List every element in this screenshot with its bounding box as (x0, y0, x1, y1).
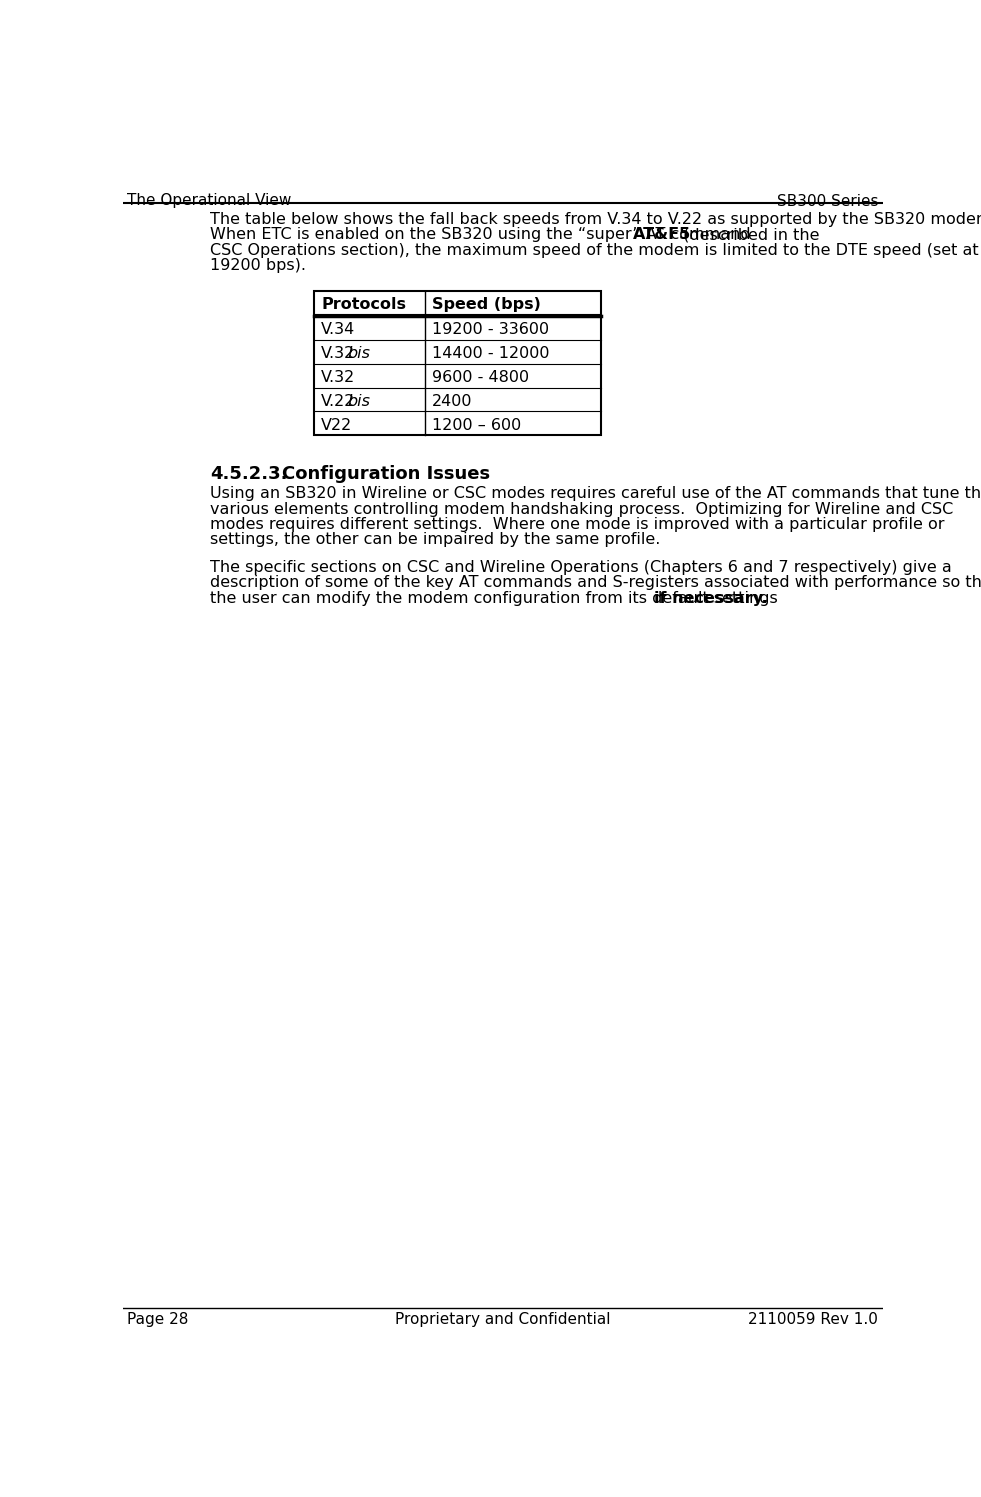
Text: bis: bis (347, 346, 371, 361)
Text: The specific sections on CSC and Wireline Operations (Chapters 6 and 7 respectiv: The specific sections on CSC and Wirelin… (210, 560, 952, 575)
Text: the user can modify the modem configuration from its default settings: the user can modify the modem configurat… (210, 591, 783, 606)
Text: 2110059 Rev 1.0: 2110059 Rev 1.0 (749, 1311, 878, 1326)
Text: various elements controlling modem handshaking process.  Optimizing for Wireline: various elements controlling modem hands… (210, 501, 954, 516)
Text: Proprietary and Confidential: Proprietary and Confidential (394, 1311, 610, 1326)
Bar (314, 290, 600, 436)
Text: Configuration Issues: Configuration Issues (282, 464, 490, 482)
Text: V.32: V.32 (321, 370, 355, 385)
Text: settings, the other can be impaired by the same profile.: settings, the other can be impaired by t… (210, 533, 660, 548)
Text: modes requires different settings.  Where one mode is improved with a particular: modes requires different settings. Where… (210, 516, 945, 531)
Text: When ETC is enabled on the SB320 using the “super” AT command: When ETC is enabled on the SB320 using t… (210, 228, 756, 243)
Text: Protocols: Protocols (321, 296, 406, 311)
Text: if necessary.: if necessary. (654, 591, 768, 606)
Text: bis: bis (347, 394, 371, 409)
Text: V22: V22 (321, 418, 352, 433)
Text: 19200 - 33600: 19200 - 33600 (432, 322, 549, 337)
Text: CSC Operations section), the maximum speed of the modem is limited to the DTE sp: CSC Operations section), the maximum spe… (210, 243, 979, 257)
Text: (described in the: (described in the (678, 228, 820, 243)
Text: AT&F5: AT&F5 (633, 228, 692, 243)
Text: 19200 bps).: 19200 bps). (210, 257, 306, 272)
Text: Page 28: Page 28 (128, 1311, 188, 1326)
Text: description of some of the key AT commands and S-registers associated with perfo: description of some of the key AT comman… (210, 575, 981, 590)
Text: V.34: V.34 (321, 322, 355, 337)
Text: 9600 - 4800: 9600 - 4800 (432, 370, 529, 385)
Text: 4.5.2.3.: 4.5.2.3. (210, 464, 287, 482)
Text: The table below shows the fall back speeds from V.34 to V.22 as supported by the: The table below shows the fall back spee… (210, 213, 981, 228)
Text: The Operational View: The Operational View (128, 193, 291, 208)
Text: Speed (bps): Speed (bps) (432, 296, 541, 311)
Text: 2400: 2400 (432, 394, 472, 409)
Text: V.22: V.22 (321, 394, 355, 409)
Text: Using an SB320 in Wireline or CSC modes requires careful use of the AT commands : Using an SB320 in Wireline or CSC modes … (210, 487, 981, 501)
Text: V.32: V.32 (321, 346, 355, 361)
Text: 14400 - 12000: 14400 - 12000 (432, 346, 549, 361)
Text: 1200 – 600: 1200 – 600 (432, 418, 521, 433)
Text: SB300 Series: SB300 Series (777, 193, 878, 208)
